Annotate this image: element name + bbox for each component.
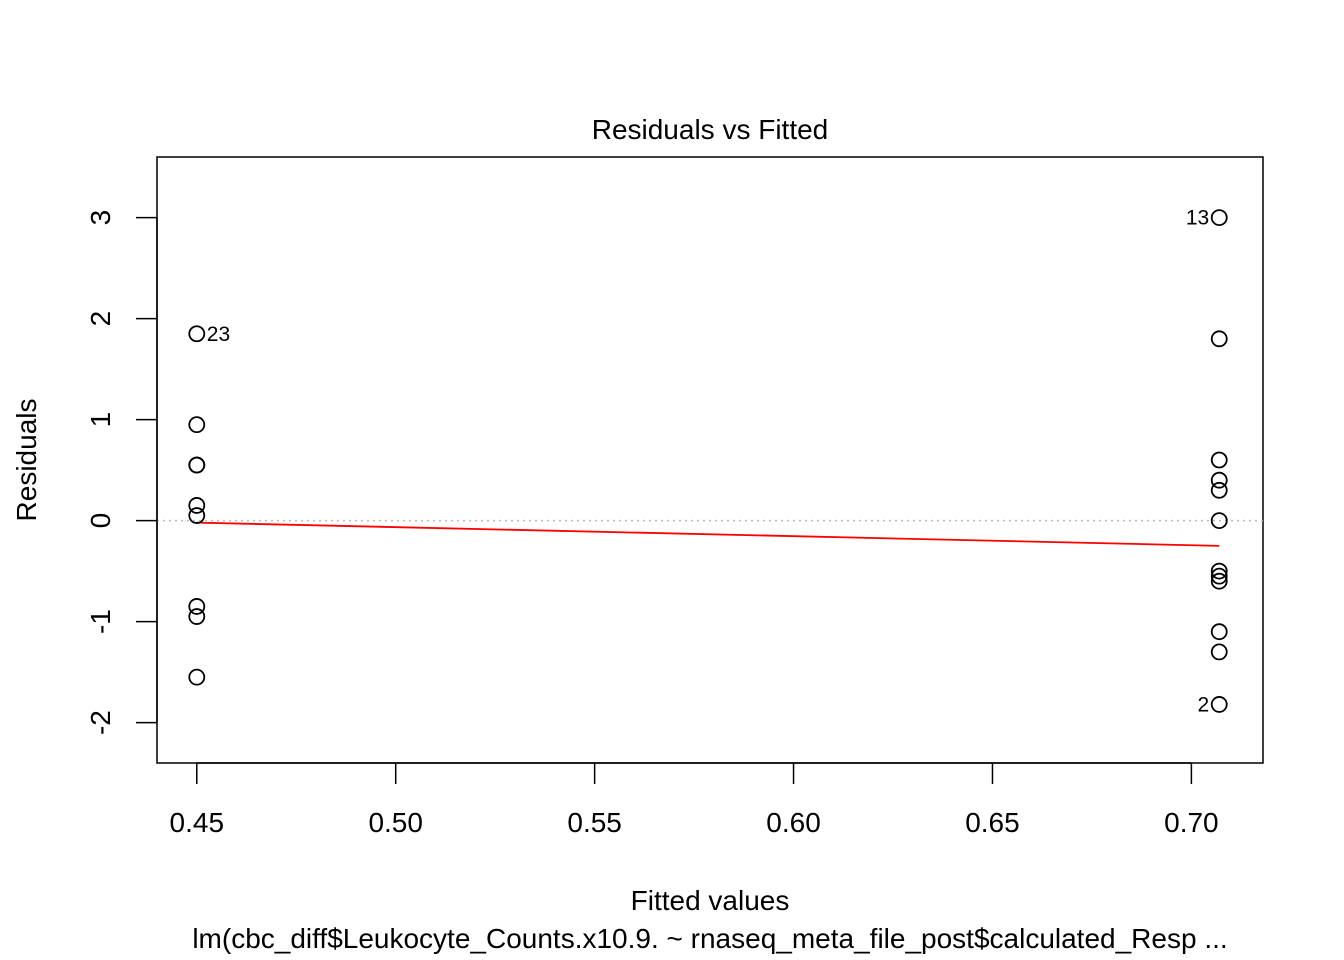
residual-point (1210, 512, 1228, 529)
y-tick-label: 1 (85, 412, 116, 428)
residual-point (188, 456, 206, 474)
x-axis-label: Fitted values (631, 885, 790, 916)
y-tick-label: 3 (85, 210, 116, 226)
residual-point (188, 598, 206, 615)
residual-point (1210, 623, 1228, 641)
points-layer (188, 209, 1228, 713)
residual-point (188, 325, 206, 343)
residual-point (1210, 481, 1228, 499)
model-formula-subtitle: lm(cbc_diff$Leukocyte_Counts.x10.9. ~ rn… (192, 923, 1227, 954)
residual-point (1210, 471, 1228, 489)
residual-point (1210, 330, 1228, 348)
x-tick-label: 0.65 (965, 807, 1020, 838)
residual-point (1210, 643, 1228, 661)
residual-point (1210, 451, 1228, 469)
x-tick-label: 0.55 (567, 807, 622, 838)
x-tick-label: 0.70 (1164, 807, 1219, 838)
y-axis-label: Residuals (11, 399, 42, 522)
y-tick-label: 0 (85, 513, 116, 529)
y-tick-label: -1 (85, 609, 116, 634)
x-tick-label: 0.60 (766, 807, 821, 838)
point-label: 23 (207, 323, 230, 346)
y-tick-label: 2 (85, 311, 116, 327)
y-axis: -2 -1 0 1 2 3 (85, 210, 158, 735)
residual-point (188, 507, 206, 524)
point-label: 13 (1186, 207, 1209, 230)
x-axis: 0.45 0.50 0.55 0.60 0.65 0.70 (170, 762, 1219, 838)
smooth-layer (196, 521, 1220, 547)
chart-title: Residuals vs Fitted (592, 114, 829, 145)
residual-point (188, 668, 206, 686)
point-label: 2 (1198, 693, 1210, 716)
residual-point (188, 497, 206, 514)
residual-point (1210, 562, 1228, 580)
x-tick-label: 0.50 (368, 807, 423, 838)
residual-point (1210, 696, 1228, 713)
residual-point (1210, 572, 1228, 590)
x-tick-label: 0.45 (170, 807, 225, 838)
y-tick-label: -2 (85, 710, 116, 735)
residual-point (1210, 209, 1228, 227)
residual-point (188, 608, 206, 625)
smooth-trend-line (196, 521, 1220, 547)
residual-point (1210, 567, 1228, 585)
residual-point (188, 416, 206, 434)
point-labels-layer: 23 13 2 (207, 207, 1209, 717)
plot-frame (156, 156, 1264, 764)
